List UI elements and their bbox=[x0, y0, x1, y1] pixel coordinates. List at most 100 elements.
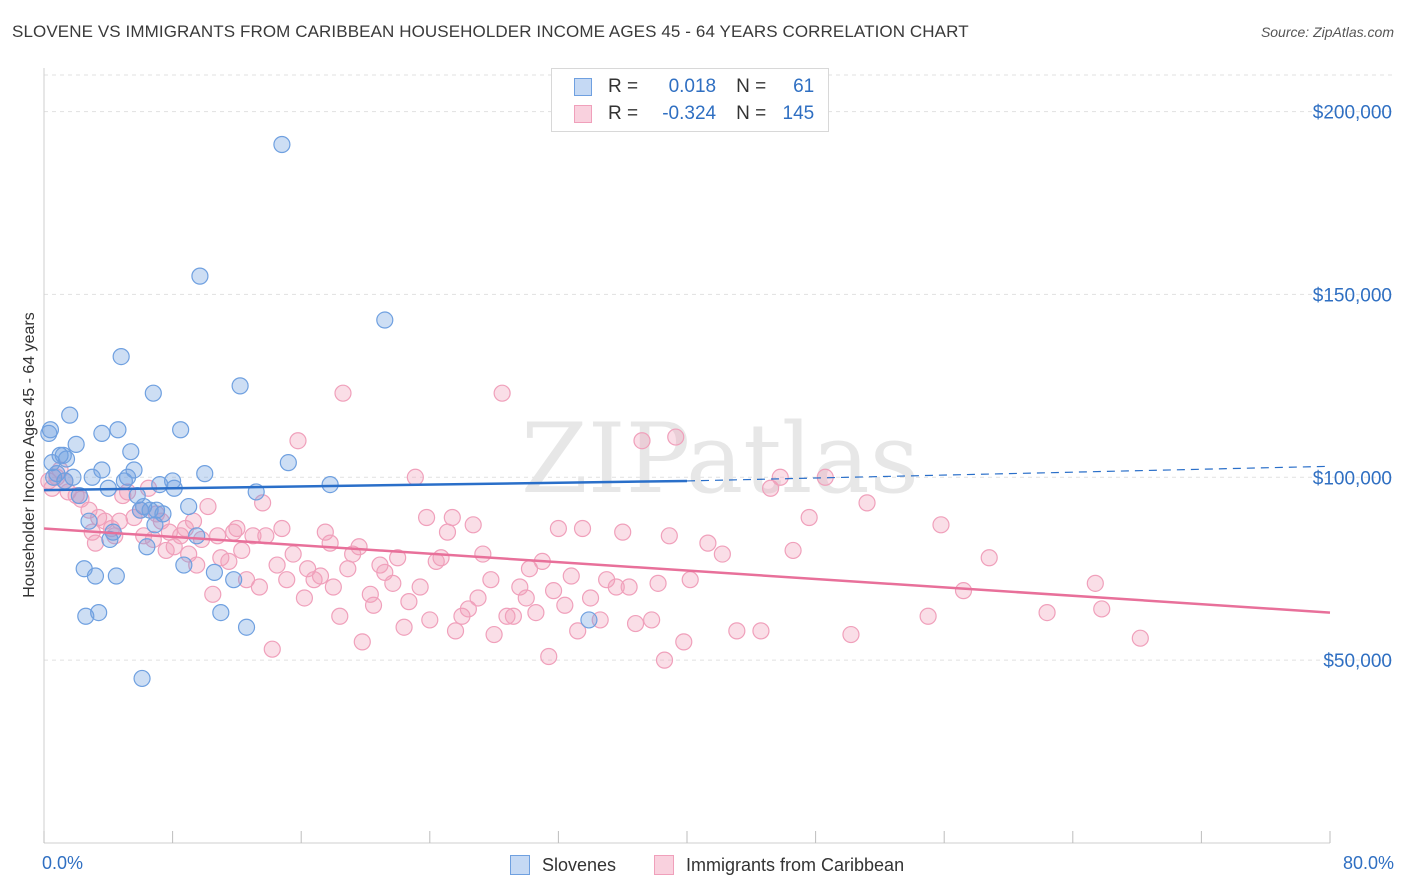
caribbean-point bbox=[643, 611, 661, 629]
caribbean-point bbox=[493, 384, 511, 402]
caribbean-point bbox=[389, 549, 407, 567]
caribbean-point bbox=[446, 622, 465, 640]
caribbean-point bbox=[919, 607, 937, 625]
trend-lines bbox=[43, 465, 1331, 614]
slovenes-point bbox=[86, 567, 105, 585]
caribbean-point bbox=[784, 541, 802, 560]
caribbean-point bbox=[86, 534, 105, 552]
caribbean-point bbox=[954, 582, 973, 600]
caribbean-point bbox=[858, 494, 876, 512]
slovenes-point bbox=[580, 611, 598, 629]
slovenes-point bbox=[144, 384, 162, 402]
caribbean-point bbox=[649, 574, 667, 592]
slovenes-point bbox=[133, 669, 151, 688]
caribbean-point bbox=[268, 556, 286, 574]
caribbean-point bbox=[443, 508, 461, 527]
slovenes-point bbox=[93, 461, 111, 479]
source-label: Source: ZipAtlas.com bbox=[1260, 24, 1394, 40]
watermark: ZIPatlas bbox=[521, 403, 919, 515]
slovenes-point bbox=[80, 512, 98, 530]
legend-r-label: R = bbox=[608, 103, 639, 124]
slovenes-point bbox=[205, 563, 223, 581]
caribbean-trend-line bbox=[43, 527, 1331, 614]
caribbean-point bbox=[556, 596, 574, 614]
caribbean-point bbox=[469, 589, 487, 607]
slovenes-point bbox=[175, 556, 193, 574]
slovenes-point bbox=[107, 567, 125, 585]
caribbean-point bbox=[752, 622, 770, 640]
caribbean-point bbox=[1093, 600, 1111, 618]
caribbean-point bbox=[464, 516, 482, 534]
caribbean-point bbox=[980, 549, 998, 567]
caribbean-point bbox=[626, 614, 645, 633]
caribbean-point bbox=[295, 589, 314, 607]
caribbean-point bbox=[562, 567, 580, 585]
slovenes-point bbox=[64, 468, 82, 486]
slovenes-point bbox=[93, 424, 111, 442]
caribbean-point bbox=[498, 607, 516, 625]
caribbean-point bbox=[212, 549, 230, 567]
caribbean-point bbox=[544, 582, 563, 600]
caribbean-point bbox=[607, 578, 625, 596]
caribbean-point bbox=[184, 512, 203, 530]
legend-row-caribbean: R = -0.324 N = 145 bbox=[574, 101, 814, 127]
legend-n-label: N = bbox=[736, 76, 767, 97]
slovenes-point bbox=[122, 443, 140, 461]
slovenes-point bbox=[67, 435, 85, 453]
caribbean-point bbox=[540, 647, 558, 666]
caribbean-point bbox=[549, 519, 568, 538]
caribbean-point bbox=[1131, 629, 1149, 647]
slovenes-point bbox=[172, 421, 190, 439]
caribbean-point bbox=[384, 574, 402, 592]
caribbean-point bbox=[353, 633, 371, 651]
caribbean-point bbox=[417, 508, 436, 527]
caribbean-point bbox=[406, 468, 424, 486]
y-tick-label-3: $200,000 bbox=[1313, 103, 1392, 124]
bottom-legend-label-caribbean: Immigrants from Caribbean bbox=[686, 854, 905, 875]
slovenes-point bbox=[61, 406, 79, 424]
caribbean-point bbox=[204, 585, 222, 603]
caribbean-point bbox=[633, 432, 651, 450]
slovenes-point bbox=[191, 267, 209, 285]
slovenes-point bbox=[273, 135, 291, 154]
slovenes-point bbox=[112, 348, 130, 366]
caribbean-point bbox=[1038, 603, 1056, 622]
slovenes-point bbox=[90, 603, 108, 622]
caribbean-point bbox=[331, 607, 349, 625]
caribbean-point bbox=[581, 589, 600, 607]
slovenes-point bbox=[125, 461, 143, 479]
caribbean-point bbox=[614, 523, 632, 541]
caribbean-point bbox=[511, 578, 529, 596]
caribbean-point bbox=[569, 622, 587, 640]
caribbean-point bbox=[438, 523, 457, 541]
tick-labels: $50,000 $100,000 $150,000 $200,000 bbox=[1313, 103, 1392, 673]
legend-row-slovenes: R = 0.018 N = 61 bbox=[574, 74, 814, 100]
caribbean-point bbox=[289, 432, 307, 450]
caribbean-point bbox=[311, 567, 330, 585]
slovenes-point bbox=[57, 450, 76, 468]
slovenes-point bbox=[154, 505, 172, 523]
slovenes-point bbox=[196, 465, 214, 483]
bottom-legend-slovenes: Slovenes bbox=[510, 853, 616, 877]
slovenes-point bbox=[212, 603, 230, 622]
legend-r-label: R = bbox=[608, 76, 639, 97]
slovenes-point bbox=[41, 421, 60, 439]
caribbean-point bbox=[675, 633, 693, 651]
caribbean-point bbox=[699, 534, 717, 552]
caribbean-point bbox=[244, 527, 262, 545]
bottom-legend-swatch-slovenes bbox=[510, 855, 530, 875]
slovenes-point bbox=[231, 377, 249, 395]
caribbean-point bbox=[157, 541, 175, 560]
caribbean-point bbox=[660, 527, 678, 545]
caribbean-point bbox=[254, 494, 272, 512]
caribbean-point bbox=[278, 571, 296, 589]
caribbean-point bbox=[250, 578, 269, 596]
slovenes-point bbox=[321, 476, 339, 494]
caribbean-point bbox=[299, 560, 317, 578]
caribbean-point bbox=[237, 571, 256, 589]
caribbean-point bbox=[432, 549, 450, 567]
bottom-legend-label-slovenes: Slovenes bbox=[542, 854, 617, 875]
legend-swatch-slovenes bbox=[574, 78, 592, 96]
slovenes-point bbox=[77, 607, 95, 625]
legend-n-value: 61 bbox=[793, 76, 815, 97]
